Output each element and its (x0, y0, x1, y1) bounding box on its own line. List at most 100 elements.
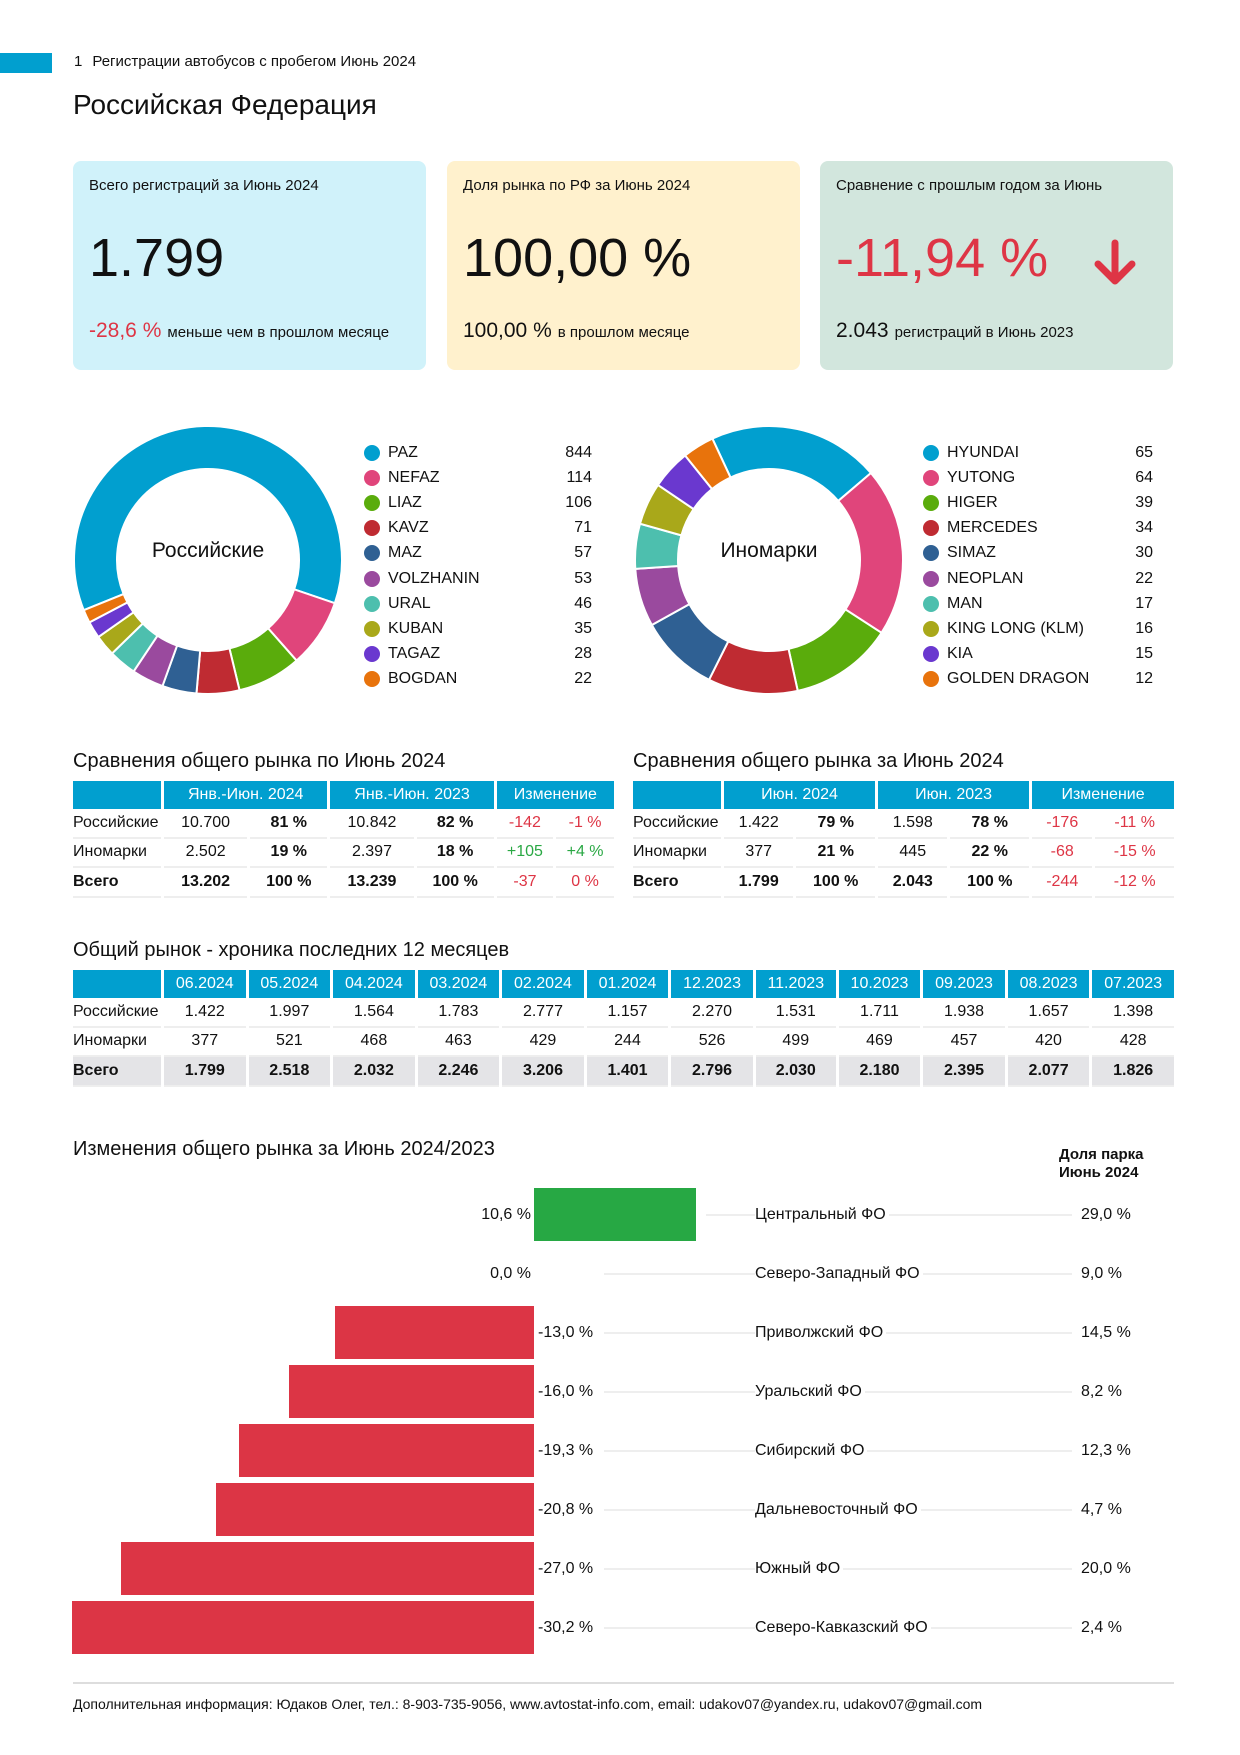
legend-value: 46 (574, 594, 592, 612)
bar-row: 10,6 % Центральный ФО 29,0 % (0, 1188, 1240, 1241)
bar-value-label: -30,2 % (538, 1618, 594, 1637)
share-value: 20,0 % (1072, 1559, 1131, 1578)
table-cell: 2.270 (671, 998, 753, 1028)
table-cell: 2.180 (838, 1057, 921, 1087)
table-cell: 2.032 (333, 1057, 415, 1087)
table-cell: Иномарки (73, 839, 161, 868)
legend-item: LIAZ (364, 490, 422, 515)
legend-swatch (923, 620, 939, 637)
legend-item: YUTONG (923, 465, 1015, 490)
accent-bar (0, 53, 52, 73)
legend-value: 35 (574, 619, 592, 637)
legend-label: MAN (947, 594, 983, 612)
bar-row: -13,0 % Приволжский ФО 14,5 % (0, 1306, 1240, 1359)
table-cell: 468 (333, 1028, 415, 1057)
bar-value-label: -16,0 % (538, 1382, 594, 1401)
legend-label: GOLDEN DRAGON (947, 670, 1090, 688)
table-header: 06.2024 05.2024 04.2024 03.2024 02.2024 01.20… (73, 970, 1174, 998)
legend-value: 15 (1135, 645, 1153, 663)
table-cell: 81 % (250, 809, 328, 839)
legend-value: 22 (574, 670, 592, 688)
donut-slice-golden-dragon (683, 437, 732, 491)
card-value: 1.799 (89, 228, 225, 288)
table-cell: 1.799 (724, 868, 794, 898)
legend-label: BOGDAN (388, 670, 458, 688)
table-row: Иномарки 377 521 468 463 429 244 526 499 469 457 42… (73, 1028, 1174, 1057)
table-cell: 429 (502, 1028, 584, 1057)
bar-value-label: -20,8 % (538, 1500, 594, 1519)
legend-label: NEFAZ (388, 468, 440, 486)
bar (71, 1601, 534, 1654)
legend-item: KAVZ (364, 516, 429, 541)
table-cell: 521 (248, 1028, 331, 1057)
table-cell: 1.422 (724, 809, 794, 839)
legend-item: BOGDAN (364, 667, 457, 692)
table-ytd: Янв.-Июн. 2024 Янв.-Июн. 2023 Изменение Рос… (70, 781, 617, 898)
table-cell: 21 % (796, 839, 876, 868)
share-value: 8,2 % (1072, 1382, 1122, 1401)
table-cell: 79 % (796, 809, 876, 839)
table-cell: +4 % (556, 839, 614, 868)
column-header: Июн. 2023 (878, 781, 1030, 809)
table-cell: 1.157 (586, 998, 669, 1028)
legend-swatch (923, 595, 939, 612)
table-cell: 526 (671, 1028, 753, 1057)
table-cell: 2.043 (878, 868, 948, 898)
card-value: -11,94 % (836, 228, 1049, 288)
header-blank (73, 970, 161, 998)
legend-item: KING LONG (KLM) (923, 616, 1084, 641)
table-month: Июн. 2024 Июн. 2023 Изменение Российские 1.4… (630, 781, 1177, 898)
table-row: Российские 10.700 81 % 10.842 82 % -142 -1 % (73, 809, 614, 839)
region-label: Южный ФО (755, 1559, 844, 1578)
table-cell: -11 % (1095, 809, 1174, 839)
legend-swatch (923, 469, 939, 486)
card-sub-value: 2.043 (836, 319, 889, 342)
share-value: 14,5 % (1072, 1323, 1131, 1342)
table-row: Всего 1.799 2.518 2.032 2.246 3.206 1.401 2.796… (73, 1057, 1174, 1087)
bar (215, 1483, 534, 1536)
legend-swatch (364, 494, 380, 511)
legend-swatch (364, 595, 380, 612)
table-cell: 3.206 (502, 1057, 584, 1087)
legend-value: 30 (1135, 544, 1153, 562)
table-cell: 1.826 (1092, 1057, 1174, 1087)
bar-row: -20,8 % Дальневосточный ФО 4,7 % (0, 1483, 1240, 1536)
legend-value: 844 (565, 443, 592, 461)
bar-chart-title: Изменения общего рынка за Июнь 2024/2023 (73, 1138, 495, 1160)
legend-swatch (364, 570, 380, 587)
table-cell: Всего (633, 868, 721, 898)
donut-slice-bogdan (82, 592, 129, 624)
column-header: 07.2023 (1092, 970, 1174, 998)
column-header: Янв.-Июн. 2023 (330, 781, 494, 809)
table-header: Янв.-Июн. 2024 Янв.-Июн. 2023 Изменение (73, 781, 614, 809)
header-blank (73, 781, 161, 809)
table-cell: 2.246 (417, 1057, 500, 1087)
table-cell: -244 (1032, 868, 1093, 898)
legend-swatch (364, 469, 380, 486)
table-header: Июн. 2024 Июн. 2023 Изменение (633, 781, 1174, 809)
table-cell: 13.239 (330, 868, 414, 898)
table-row: Иномарки 2.502 19 % 2.397 18 % +105 +4 % (73, 839, 614, 868)
legend-value: 65 (1135, 443, 1153, 461)
bar-value-label: -13,0 % (538, 1323, 594, 1342)
donut-title: Иномарки (720, 539, 818, 562)
table-cell: 10.842 (330, 809, 414, 839)
table-month-title: Сравнения общего рынка за Июнь 2024 (633, 750, 1004, 772)
column-header: Изменение (496, 781, 614, 809)
legend-value: 12 (1135, 670, 1153, 688)
legend-item: KUBAN (364, 616, 443, 641)
legend-label: HIGER (947, 493, 998, 511)
column-header: Изменение (1032, 781, 1174, 809)
legend-value: 53 (574, 569, 592, 587)
table-cell: Иномарки (73, 1028, 161, 1057)
legend-label: HYUNDAI (947, 443, 1020, 461)
table-cell: 2.502 (164, 839, 248, 868)
donut-foreign (634, 425, 904, 695)
table-cell: -37 (496, 868, 554, 898)
table-cell: 19 % (250, 839, 328, 868)
column-header: 03.2024 (417, 970, 500, 998)
table-cell: Российские (73, 998, 161, 1028)
bar (534, 1188, 697, 1241)
table-cell: 22 % (950, 839, 1030, 868)
legend-label: NEOPLAN (947, 569, 1024, 587)
